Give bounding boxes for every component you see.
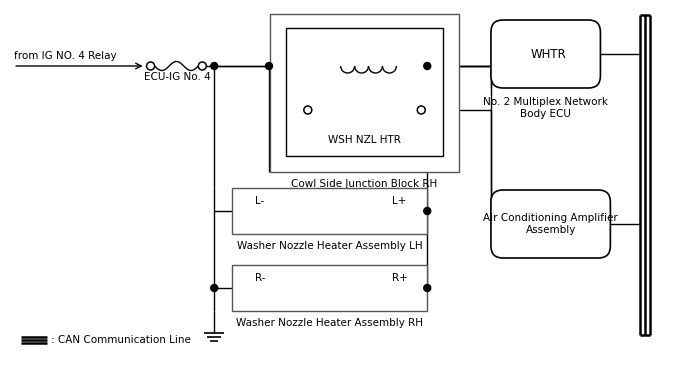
Text: : CAN Communication Line: : CAN Communication Line: [51, 335, 191, 345]
Text: Washer Nozzle Heater Assembly RH: Washer Nozzle Heater Assembly RH: [236, 318, 423, 328]
Bar: [270, 14, 459, 172]
Circle shape: [266, 62, 273, 69]
FancyBboxPatch shape: [491, 20, 600, 88]
Bar: [232, 188, 427, 234]
Text: L-: L-: [255, 196, 265, 206]
Text: from IG NO. 4 Relay: from IG NO. 4 Relay: [14, 51, 117, 61]
Bar: [286, 28, 443, 156]
Circle shape: [210, 62, 218, 69]
Text: L+: L+: [392, 196, 406, 206]
Text: WSH NZL HTR: WSH NZL HTR: [328, 135, 401, 145]
Text: R+: R+: [391, 273, 407, 283]
Circle shape: [424, 207, 431, 214]
Circle shape: [424, 62, 431, 69]
Circle shape: [304, 106, 312, 114]
FancyBboxPatch shape: [491, 190, 611, 258]
Circle shape: [417, 106, 425, 114]
Bar: [232, 265, 427, 311]
Circle shape: [210, 284, 218, 291]
Text: Cowl Side Junction Block RH: Cowl Side Junction Block RH: [291, 179, 437, 189]
Circle shape: [198, 62, 206, 70]
Circle shape: [146, 62, 155, 70]
Text: Air Conditioning Amplifier
Assembly: Air Conditioning Amplifier Assembly: [483, 213, 618, 235]
Text: R-: R-: [255, 273, 265, 283]
Text: WHTR: WHTR: [531, 47, 566, 61]
Text: ECU-IG No. 4: ECU-IG No. 4: [144, 72, 211, 82]
Circle shape: [424, 284, 431, 291]
Text: Washer Nozzle Heater Assembly LH: Washer Nozzle Heater Assembly LH: [237, 241, 422, 251]
Text: No. 2 Multiplex Network
Body ECU: No. 2 Multiplex Network Body ECU: [483, 97, 608, 119]
